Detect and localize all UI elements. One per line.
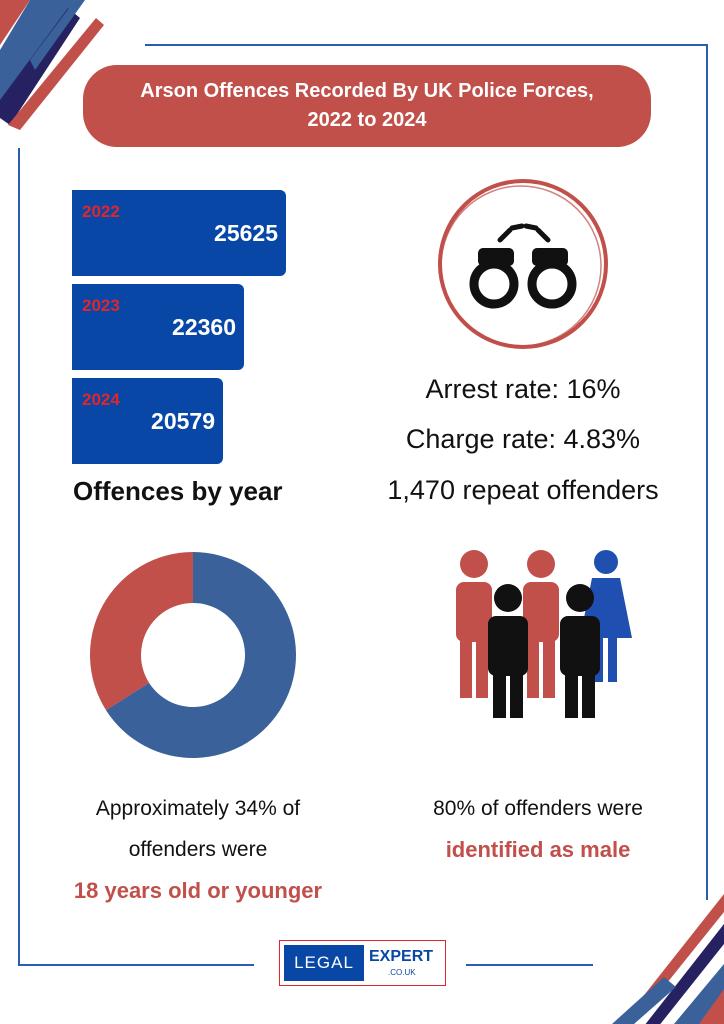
legal-expert-logo[interactable]: LEGAL EXPERT .CO.UK: [279, 940, 446, 986]
corner-stripes-top-left: [0, 0, 104, 130]
bar-value-label: 25625: [214, 220, 278, 246]
logo-left: LEGAL: [284, 945, 364, 981]
repeat-offenders: 1,470 repeat offenders: [387, 475, 659, 505]
bar-value-label: 20579: [151, 408, 215, 434]
arrest-rate: Arrest rate: 16%: [425, 374, 621, 404]
donut-slice-0: [90, 552, 193, 711]
age-caption: Approximately 34% of offenders were 18 y…: [40, 788, 356, 911]
gender-caption: 80% of offenders were identified as male: [380, 788, 696, 870]
age-caption-line-1: Approximately 34% of: [95, 797, 301, 820]
corner-stripes-bottom-right: [612, 894, 724, 1024]
handcuffs-icon: [469, 223, 577, 309]
age-caption-line-2: offenders were: [128, 838, 268, 861]
bar-chart-title: Offences by year: [73, 476, 283, 506]
bar-year-label: 2024: [82, 390, 120, 409]
donut-slice-1: [106, 552, 296, 758]
logo-right: EXPERT: [369, 948, 434, 965]
bar-2023: 2023 22360: [72, 284, 244, 370]
charge-rate: Charge rate: 4.83%: [405, 424, 641, 454]
frame-left: [18, 148, 20, 966]
frame-right: [706, 44, 708, 900]
age-donut-chart: [90, 552, 296, 758]
age-caption-highlight: 18 years old or younger: [73, 878, 323, 903]
frame-top: [145, 44, 708, 46]
page-title: Arson Offences Recorded By UK Police For…: [83, 65, 651, 147]
bar-year-label: 2023: [82, 296, 120, 315]
bar-2022: 2022 25625: [72, 190, 286, 276]
bar-value-label: 22360: [172, 314, 236, 340]
gender-caption-highlight: identified as male: [445, 837, 631, 862]
gender-caption-line-1: 80% of offenders were: [433, 797, 643, 820]
people-group-icon: [456, 550, 632, 718]
frame-bottom-left: [18, 964, 254, 966]
logo-sub: .CO.UK: [388, 968, 416, 977]
handcuffs-circle: [438, 179, 608, 349]
bar-2024: 2024 20579: [72, 378, 223, 464]
title-line-1: Arson Offences Recorded By UK Police For…: [140, 80, 594, 102]
title-line-2: 2022 to 2024: [307, 109, 427, 131]
frame-bottom-right: [466, 964, 593, 966]
bar-year-label: 2022: [82, 202, 120, 221]
